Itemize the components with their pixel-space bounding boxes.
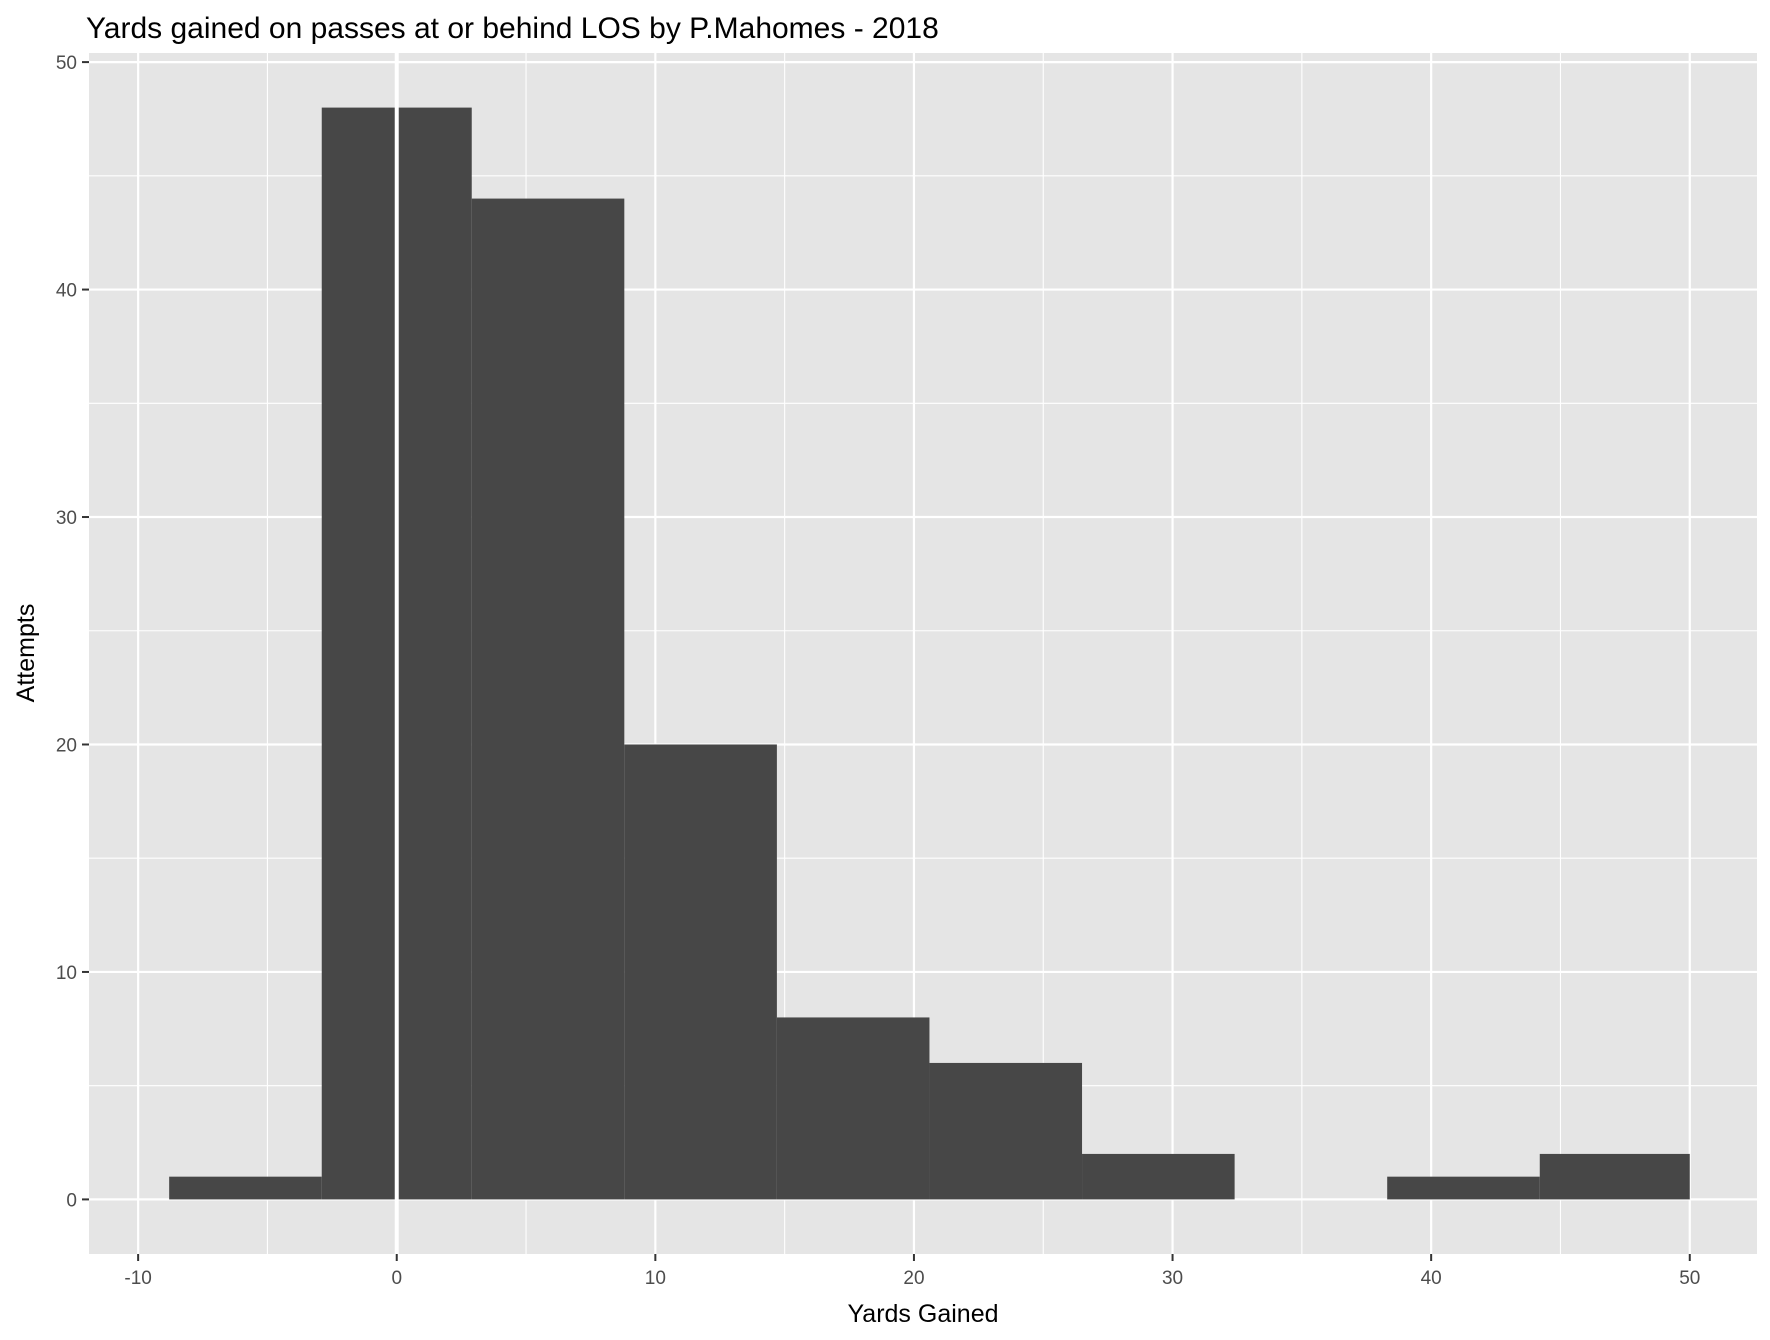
histogram-bar <box>929 1062 1083 1200</box>
histogram-bar <box>1539 1153 1690 1200</box>
x-axis: -10 0 10 20 30 40 50 <box>124 1254 1700 1289</box>
histogram-bar <box>471 198 625 1200</box>
x-tick-label: 40 <box>1421 1268 1442 1289</box>
histogram-bar <box>1082 1153 1235 1200</box>
y-tick-label: 20 <box>56 735 77 756</box>
y-tick-label: 0 <box>66 1190 77 1211</box>
y-axis: 0 10 20 30 40 50 <box>56 53 89 1211</box>
x-tick-label: 20 <box>903 1268 924 1289</box>
histogram-bar <box>776 1017 930 1200</box>
x-tick-label: 30 <box>1162 1268 1183 1289</box>
y-tick-label: 30 <box>56 508 77 529</box>
x-tick-label: 0 <box>391 1268 402 1289</box>
histogram-bar <box>624 744 777 1200</box>
y-axis-title: Attempts <box>12 604 40 703</box>
histogram-bar <box>1387 1176 1540 1200</box>
y-tick-label: 50 <box>56 53 77 74</box>
chart-title: Yards gained on passes at or behind LOS … <box>86 12 939 45</box>
y-tick-label: 40 <box>56 281 77 302</box>
x-tick-label: 50 <box>1679 1268 1700 1289</box>
x-tick-label: 10 <box>645 1268 666 1289</box>
y-tick-label: 10 <box>56 963 77 984</box>
x-tick-label: -10 <box>124 1268 151 1289</box>
x-axis-title: Yards Gained <box>847 1300 998 1328</box>
histogram-bar <box>169 1176 322 1200</box>
